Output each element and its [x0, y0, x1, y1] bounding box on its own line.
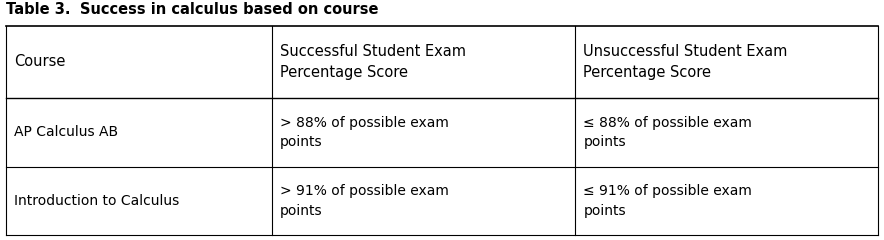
Text: Course: Course: [14, 54, 65, 70]
Text: Success in calculus based on course: Success in calculus based on course: [80, 2, 378, 17]
Text: Unsuccessful Student Exam
Percentage Score: Unsuccessful Student Exam Percentage Sco…: [583, 44, 788, 80]
Text: Successful Student Exam
Percentage Score: Successful Student Exam Percentage Score: [280, 44, 466, 80]
Text: ≤ 91% of possible exam
points: ≤ 91% of possible exam points: [583, 184, 752, 217]
Text: ≤ 88% of possible exam
points: ≤ 88% of possible exam points: [583, 115, 752, 149]
Text: > 88% of possible exam
points: > 88% of possible exam points: [280, 115, 449, 149]
Text: Introduction to Calculus: Introduction to Calculus: [14, 194, 179, 208]
Text: > 91% of possible exam
points: > 91% of possible exam points: [280, 184, 449, 217]
Text: Table 3.: Table 3.: [6, 2, 71, 17]
Text: AP Calculus AB: AP Calculus AB: [14, 125, 118, 139]
